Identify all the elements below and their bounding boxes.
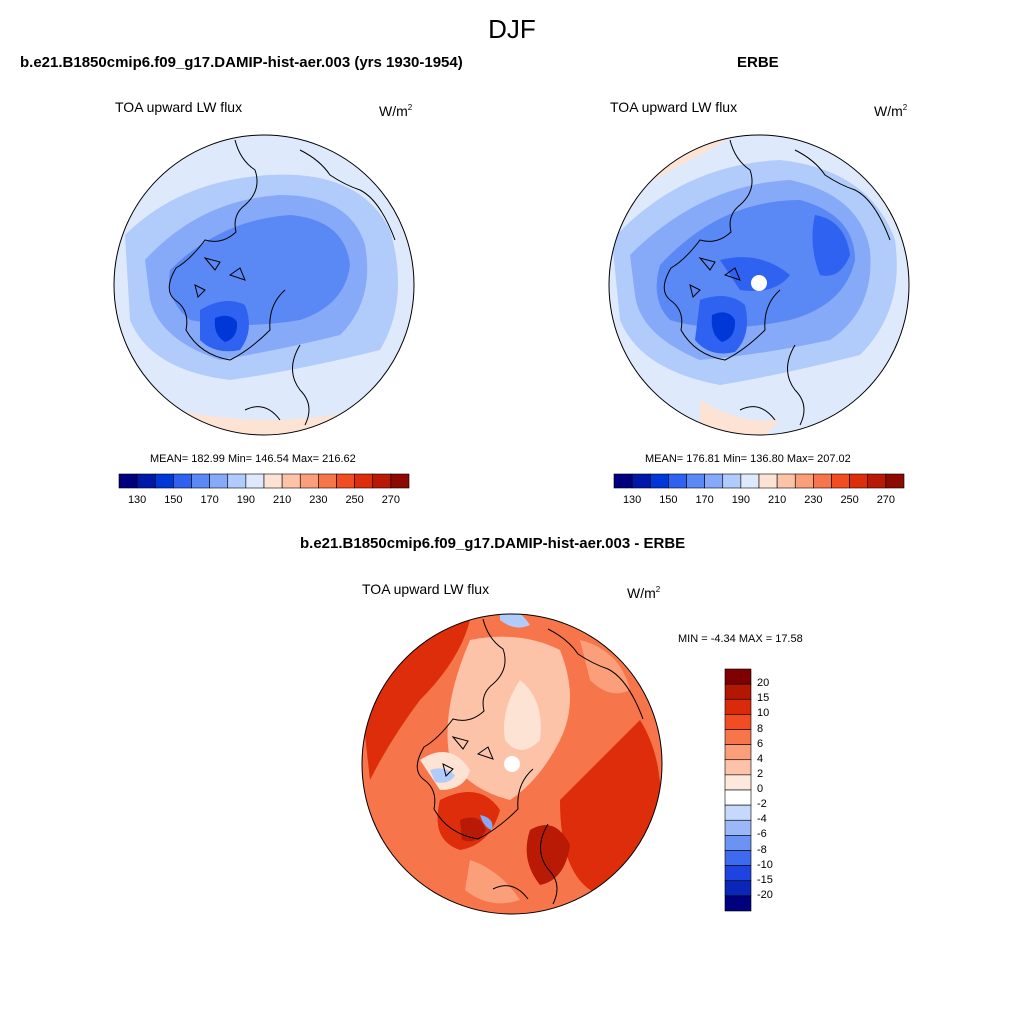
colorbar-box bbox=[724, 819, 752, 836]
colorbar-box bbox=[724, 744, 752, 761]
colorbar-tick-label: 6 bbox=[757, 737, 764, 750]
colorbar-tick-label: 8 bbox=[757, 722, 764, 735]
panel-2-title: ERBE bbox=[737, 54, 779, 71]
colorbar-tick-label: 2 bbox=[757, 767, 764, 780]
colorbar-tick-label: -2 bbox=[757, 798, 767, 811]
colorbar-tick-label: 4 bbox=[757, 752, 764, 765]
colorbar-tick-label: 270 bbox=[876, 494, 896, 506]
colorbar-tick-label: 10 bbox=[757, 707, 770, 720]
colorbar-tick-label: 210 bbox=[272, 494, 292, 506]
panel-1-variable-label: TOA upward LW flux bbox=[115, 99, 243, 115]
panel-1-units-label: W/m2 bbox=[379, 103, 413, 119]
colorbar-box bbox=[724, 835, 752, 851]
colorbar-tick-label: 0 bbox=[757, 783, 764, 795]
colorbar-tick-label: 150 bbox=[659, 494, 678, 506]
colorbar-box bbox=[885, 473, 905, 489]
colorbar-tick-label: 130 bbox=[622, 494, 642, 506]
panel-1-title: b.e21.B1850cmip6.f09_g17.DAMIP-hist-aer.… bbox=[20, 54, 463, 71]
panel-1-colorbar bbox=[118, 473, 410, 489]
panel-2-units-label: W/m2 bbox=[874, 103, 908, 119]
colorbar-box bbox=[724, 880, 752, 897]
colorbar-tick-label: 230 bbox=[804, 494, 823, 506]
colorbar-box bbox=[724, 789, 752, 806]
colorbar-tick-label: 230 bbox=[309, 494, 328, 506]
colorbar-tick-label: -20 bbox=[757, 888, 773, 901]
colorbar-box bbox=[724, 774, 752, 791]
panel-3-stats: MIN = -4.34 MAX = 17.58 bbox=[678, 633, 803, 645]
colorbar-box bbox=[724, 668, 752, 685]
colorbar-tick-label: 170 bbox=[200, 494, 219, 506]
panel-2-variable-label: TOA upward LW flux bbox=[610, 99, 738, 115]
colorbar-tick-label: 150 bbox=[164, 494, 183, 506]
panel-2-colorbar bbox=[613, 473, 905, 489]
colorbar-box bbox=[724, 729, 752, 745]
colorbar-tick-label: -8 bbox=[757, 843, 767, 856]
colorbar-box bbox=[724, 895, 752, 912]
colorbar-box bbox=[724, 698, 752, 715]
colorbar-tick-label: -4 bbox=[757, 813, 767, 826]
main-title: DJF bbox=[488, 14, 536, 44]
colorbar-box bbox=[724, 759, 752, 776]
colorbar-tick-label: -6 bbox=[757, 828, 767, 841]
panel-1-stats: MEAN= 182.99 Min= 146.54 Max= 216.62 bbox=[150, 453, 356, 465]
colorbar-box bbox=[724, 865, 752, 882]
colorbar-tick-label: 250 bbox=[840, 494, 859, 506]
colorbar-box bbox=[390, 473, 410, 489]
colorbar-tick-label: 210 bbox=[767, 494, 787, 506]
colorbar-tick-label: 190 bbox=[731, 494, 751, 506]
colorbar-tick-label: 270 bbox=[381, 494, 401, 506]
colorbar-tick-label: 15 bbox=[757, 692, 770, 705]
panel-3-colorbar bbox=[724, 668, 752, 912]
colorbar-tick-label: 170 bbox=[695, 494, 714, 506]
colorbar-tick-label: 130 bbox=[127, 494, 147, 506]
colorbar-box bbox=[724, 714, 752, 730]
colorbar-tick-label: 20 bbox=[757, 677, 770, 690]
panel-3-title: b.e21.B1850cmip6.f09_g17.DAMIP-hist-aer.… bbox=[300, 535, 686, 552]
colorbar-tick-label: -10 bbox=[757, 858, 773, 871]
colorbar-box bbox=[724, 804, 752, 821]
colorbar-tick-label: 250 bbox=[345, 494, 364, 506]
colorbar-tick-label: 190 bbox=[236, 494, 256, 506]
panel-2-stats: MEAN= 176.81 Min= 136.80 Max= 207.02 bbox=[645, 453, 851, 465]
colorbar-tick-label: -15 bbox=[757, 873, 773, 886]
colorbar-box bbox=[724, 683, 752, 700]
panel-3-units-label: W/m2 bbox=[627, 585, 661, 601]
colorbar-box bbox=[724, 850, 752, 866]
panel-3-variable-label: TOA upward LW flux bbox=[362, 581, 490, 597]
